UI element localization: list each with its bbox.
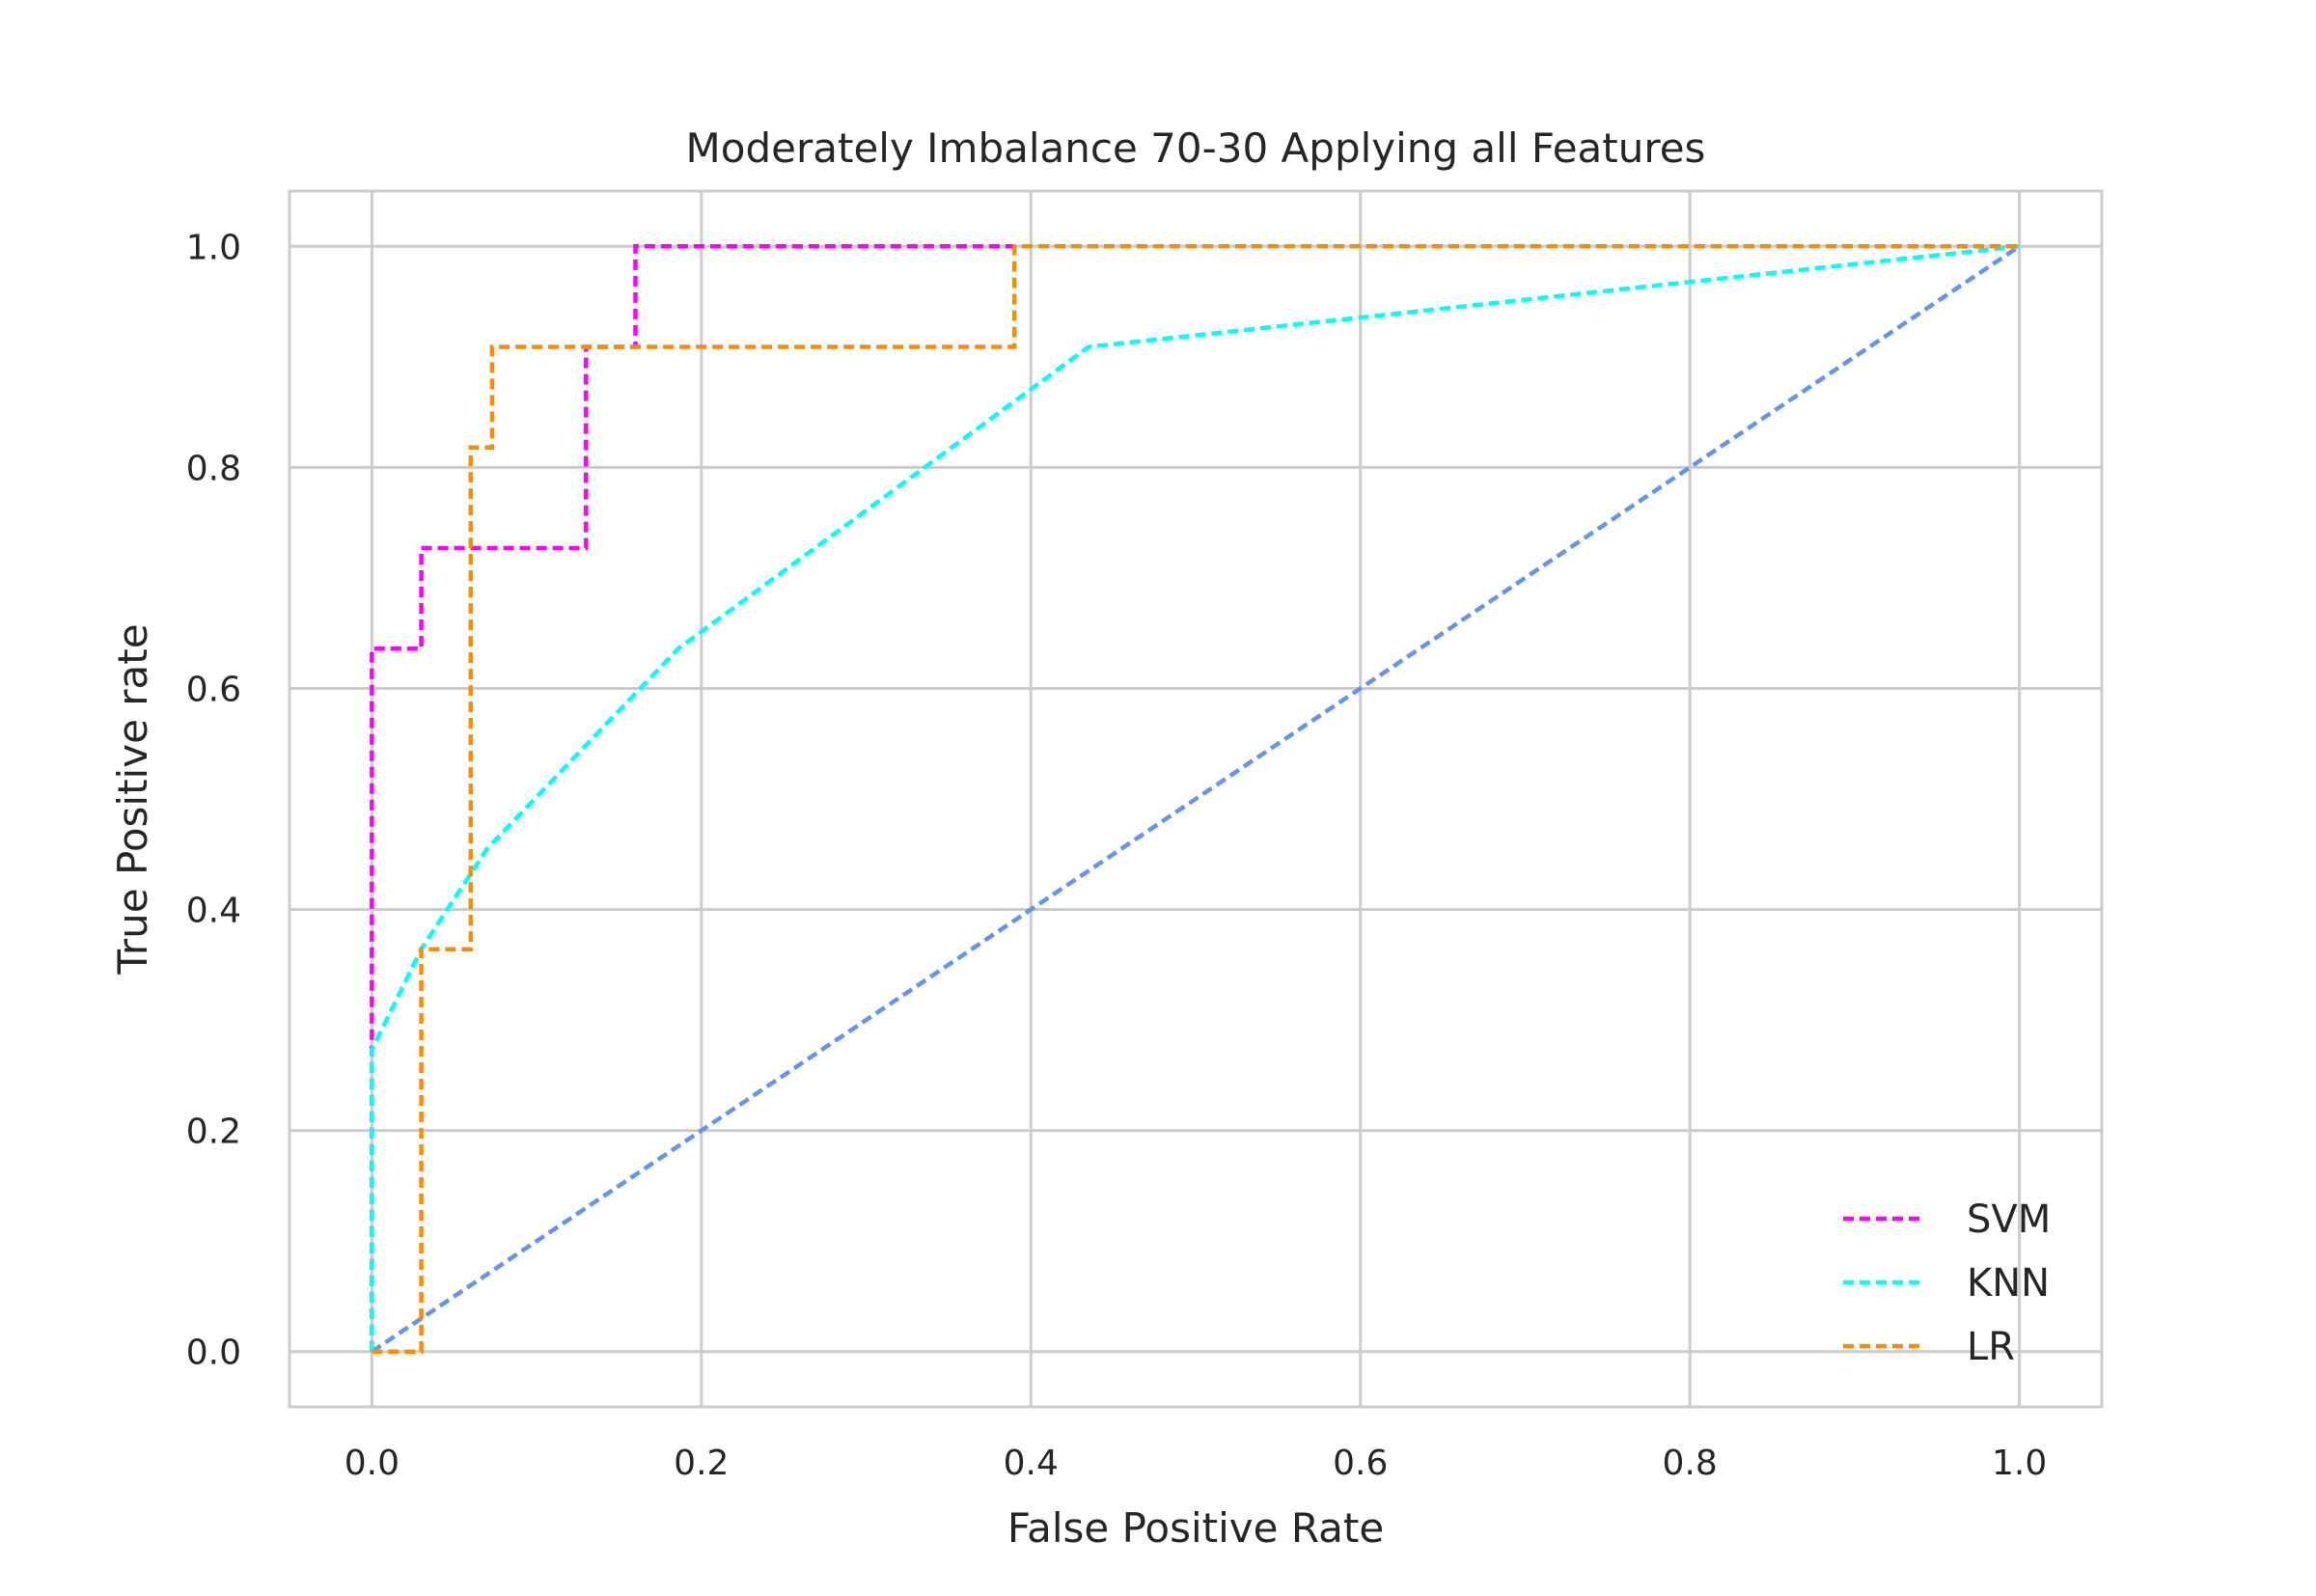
y-tick-label: 0.0 xyxy=(186,1334,241,1373)
series-line-knn xyxy=(370,244,2020,1352)
x-tick-label: 0.0 xyxy=(345,1444,400,1483)
x-tick-label: 0.6 xyxy=(1333,1444,1388,1483)
series-line-lr xyxy=(372,244,2020,1354)
y-tick-label: 0.6 xyxy=(186,670,241,709)
legend: SVM KNN LR xyxy=(1843,1197,2051,1369)
legend-label-svm: SVM xyxy=(1967,1197,2051,1242)
y-tick-label: 0.4 xyxy=(186,892,241,931)
y-tick-label: 0.2 xyxy=(186,1113,241,1152)
reference-line-layer xyxy=(371,244,2021,1354)
y-tick-label: 1.0 xyxy=(186,228,241,267)
legend-label-lr: LR xyxy=(1967,1325,2015,1369)
x-tick-label: 0.8 xyxy=(1663,1444,1718,1483)
plot-frame xyxy=(288,189,2104,1409)
x-axis-label: False Positive Rate xyxy=(1007,1504,1384,1552)
reference-diagonal-line xyxy=(371,244,2021,1354)
chart-title: Moderately Imbalance 70-30 Applying all … xyxy=(686,124,1706,172)
legend-label-knn: KNN xyxy=(1967,1261,2050,1306)
x-tick-label: 1.0 xyxy=(1992,1444,2047,1483)
series-line-svm xyxy=(370,244,2020,1352)
y-tick-label: 0.8 xyxy=(186,449,241,488)
series-layer xyxy=(370,244,2020,1354)
x-tick-label: 0.4 xyxy=(1004,1444,1059,1483)
x-tick-label: 0.2 xyxy=(674,1444,729,1483)
y-axis-label: True Positive rate xyxy=(109,623,156,975)
grid-lines xyxy=(290,191,2102,1407)
tick-labels: 0.0 0.2 0.4 0.6 0.8 1.0 0.0 0.2 0.4 0.6 0.8 1.0 xyxy=(186,228,2048,1483)
